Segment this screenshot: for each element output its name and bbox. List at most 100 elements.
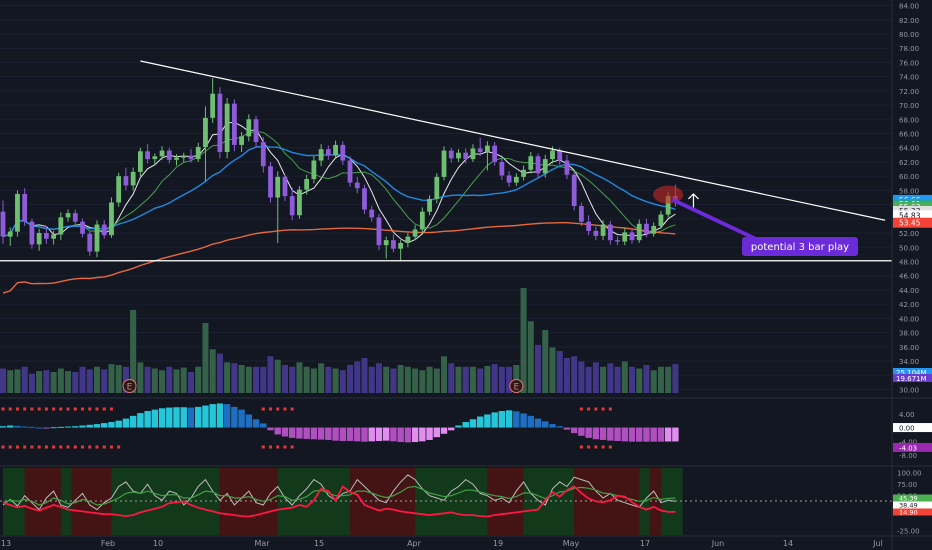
candle: [297, 186, 302, 219]
volume-bar: [86, 369, 93, 393]
volume-bar: [253, 366, 260, 393]
candle: [275, 171, 281, 243]
squeeze-bar: [354, 427, 361, 442]
volume-bar: [296, 362, 303, 393]
candle-body: [456, 152, 461, 159]
candle-body: [15, 193, 20, 232]
candle-body: [542, 159, 548, 174]
volume-bar: [498, 366, 505, 393]
candle-body: [51, 234, 57, 239]
volume-bar: [614, 366, 621, 393]
volume-bar: [535, 344, 542, 393]
time-tick-label: Jul: [872, 539, 883, 548]
candle: [174, 154, 179, 166]
squeeze-dot: [23, 445, 27, 449]
candle: [521, 165, 526, 181]
volume-bar: [130, 309, 137, 393]
candle-body: [391, 240, 396, 249]
price-tick-label: 64.00: [899, 145, 919, 153]
squeeze-bar: [332, 427, 339, 441]
squeeze-bar: [375, 427, 383, 441]
candle-body: [535, 156, 541, 174]
candle-body: [340, 144, 346, 161]
volume-bar: [397, 365, 404, 393]
squeeze-momentum-histogram: [0, 403, 679, 449]
candle: [340, 141, 346, 165]
volume-bar: [108, 364, 115, 393]
candle: [463, 148, 469, 164]
candle: [239, 132, 244, 153]
volume-bar: [347, 365, 354, 393]
candle: [253, 115, 259, 148]
volume-bar: [325, 366, 332, 393]
volume-bar: [390, 368, 397, 393]
candle-body: [658, 214, 664, 226]
squeeze-bar: [288, 427, 296, 438]
price-tick-label: 58.00: [899, 187, 919, 195]
time-tick-label: Apr: [407, 539, 422, 548]
price-tick-label: 70.00: [899, 102, 919, 110]
candle-body: [101, 224, 107, 236]
candle: [203, 106, 208, 182]
volume-bar: [318, 363, 325, 393]
volume-bar: [79, 366, 86, 393]
candle: [398, 240, 404, 261]
candle-body: [29, 221, 35, 245]
squeeze-bar: [570, 427, 578, 434]
volume-label-bg: [893, 368, 932, 376]
candle: [137, 147, 143, 177]
candle-body: [376, 217, 382, 246]
squeeze-tick-label: 4.00: [899, 411, 915, 419]
squeeze-bar: [144, 411, 151, 428]
volume-bar: [412, 368, 419, 393]
candlesticks[interactable]: [0, 78, 678, 261]
candle: [622, 228, 628, 246]
candle-body: [427, 198, 432, 212]
candle: [492, 142, 498, 166]
squeeze-bar: [0, 426, 7, 428]
squeeze-label: 0.00: [899, 425, 915, 433]
volume-bar: [122, 366, 129, 393]
time-tick-label: Jun: [711, 539, 725, 548]
earnings-marker: [122, 379, 137, 393]
price-label: 53.45: [899, 219, 921, 228]
squeeze-bar: [527, 415, 535, 428]
candle: [15, 190, 20, 237]
volume-bar: [166, 366, 173, 393]
candle-body: [109, 202, 114, 236]
squeeze-bar: [303, 427, 310, 439]
candle: [456, 149, 461, 162]
drawings: potential 3 bar play: [0, 60, 892, 262]
squeeze-tick-label: -8.00: [899, 452, 917, 460]
candle-body: [333, 144, 338, 156]
time-tick-label: Feb: [101, 539, 115, 548]
candle: [36, 228, 42, 251]
candle-body: [441, 150, 447, 177]
squeeze-bar: [158, 408, 166, 428]
candle: [159, 146, 165, 160]
candle-body: [0, 211, 6, 237]
squeeze-bar: [411, 427, 419, 443]
candle: [152, 153, 158, 165]
candle-body: [94, 224, 100, 252]
price-label-bg: [893, 217, 932, 228]
volume-bar: [144, 366, 151, 393]
candle: [29, 218, 35, 249]
earnings-marker: [509, 379, 524, 393]
candle: [72, 209, 78, 225]
candle-body: [521, 169, 526, 177]
price-tick-label: 74.00: [899, 74, 919, 82]
price-tick-label: 30.00: [899, 386, 919, 394]
candle: [586, 215, 592, 236]
squeeze-dot: [37, 407, 41, 411]
time-axis[interactable]: 13 Feb 10 Mar 15 Apr 19 May 17 Jun 14 Jul: [1, 539, 883, 548]
volume-bar: [14, 369, 21, 393]
candle-body: [644, 223, 649, 234]
candle-body: [87, 233, 93, 252]
candle-body: [217, 93, 223, 153]
price-axis[interactable]: 84.00 82.00 80.00 78.00 76.00 74.00 72.00 70.00…: [893, 3, 932, 536]
volume-bar: [260, 366, 267, 393]
time-tick-label: 13: [1, 539, 11, 548]
squeeze-bar: [122, 418, 130, 428]
